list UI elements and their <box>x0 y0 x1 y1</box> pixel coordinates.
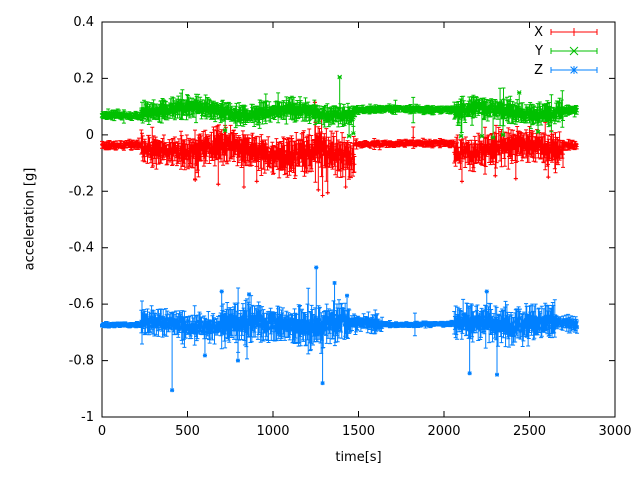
series-y <box>99 74 580 141</box>
legend-label-x: X <box>534 25 543 40</box>
y-tick-label: -0.4 <box>69 241 94 256</box>
x-tick-label: 500 <box>175 424 200 439</box>
x-tick-label: 0 <box>98 424 106 439</box>
legend-label-z: Z <box>534 63 543 78</box>
legend-sample-x <box>550 28 598 36</box>
y-tick-label: 0.2 <box>73 71 94 86</box>
series-x-markers <box>100 100 579 198</box>
x-tick-label: 1500 <box>342 424 375 439</box>
y-tick-label: -0.2 <box>69 184 94 199</box>
y-tick-label: -1 <box>81 410 94 425</box>
legend-sample-y <box>550 46 598 56</box>
legend: XYZ <box>534 25 598 78</box>
legend-label-y: Y <box>534 44 543 59</box>
legend-entry-z: Z <box>534 63 598 78</box>
series-z <box>99 265 580 393</box>
series-y-markers <box>99 74 580 141</box>
x-axis-label: time[s] <box>335 450 382 465</box>
x-tick-label: 2000 <box>427 424 460 439</box>
legend-entry-y: Y <box>534 44 598 59</box>
legend-sample-z <box>550 66 598 74</box>
x-tick-label: 1000 <box>256 424 289 439</box>
plot-border-and-ticks <box>101 21 616 418</box>
y-tick-label: -0.8 <box>69 354 94 369</box>
series-x <box>100 100 579 198</box>
legend-entry-x: X <box>534 25 598 40</box>
y-tick-label: -0.6 <box>69 297 94 312</box>
x-tick-label: 3000 <box>598 424 631 439</box>
series-z-markers <box>99 265 580 393</box>
y-tick-label: 0.4 <box>73 15 94 30</box>
y-tick-label: 0 <box>86 128 94 143</box>
y-axis-label: acceleration [g] <box>22 167 38 271</box>
x-tick-label: 2500 <box>513 424 546 439</box>
